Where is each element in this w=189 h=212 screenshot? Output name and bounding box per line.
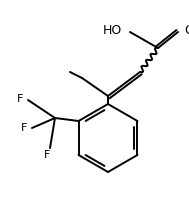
Text: HO: HO xyxy=(103,25,122,38)
Text: F: F xyxy=(44,150,50,160)
Text: O: O xyxy=(184,25,189,38)
Text: F: F xyxy=(21,123,27,133)
Text: F: F xyxy=(17,94,23,104)
